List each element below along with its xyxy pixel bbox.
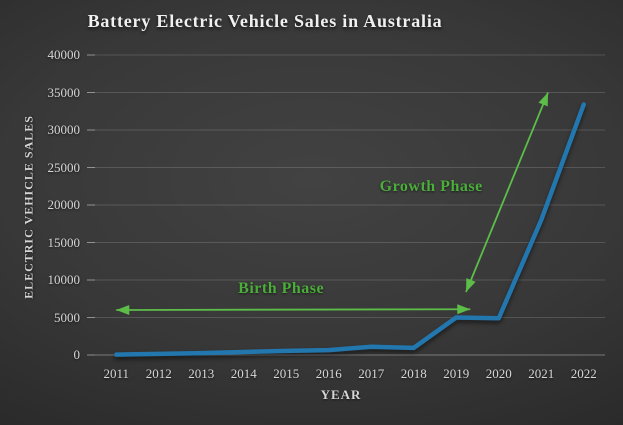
- x-tick-label: 2014: [230, 366, 257, 381]
- y-tick-label: 30000: [47, 122, 81, 137]
- x-tick-label: 2013: [188, 366, 215, 381]
- y-tick-label: 40000: [47, 47, 81, 62]
- x-tick-label: 2011: [103, 366, 130, 381]
- x-tick-label: 2022: [570, 366, 597, 381]
- birth-phase-arrow: [116, 304, 471, 315]
- x-tick-label: 2019: [443, 366, 470, 381]
- x-tick-label: 2018: [400, 366, 427, 381]
- arrow-shaft: [465, 92, 549, 293]
- y-tick-label: 0: [73, 347, 81, 362]
- x-tick-label: 2016: [315, 366, 342, 381]
- x-tick-label: 2021: [528, 366, 555, 381]
- x-axis-title: YEAR: [320, 387, 362, 402]
- x-tick-label: 2017: [358, 366, 385, 381]
- y-tick-label: 35000: [47, 84, 81, 100]
- y-tick-label: 10000: [47, 272, 81, 287]
- y-tick-label: 20000: [47, 197, 81, 212]
- arrowhead: [116, 304, 130, 315]
- chart-title: Battery Electric Vehicle Sales in Austra…: [87, 11, 443, 31]
- annotation-growth-phase: Growth Phase: [379, 178, 483, 195]
- x-tick-label: 2020: [485, 366, 512, 381]
- gridlines: [95, 54, 605, 356]
- y-tick-marks: [87, 54, 95, 356]
- x-tick-label: 2015: [273, 366, 300, 381]
- y-tick-label: 25000: [47, 159, 81, 175]
- arrow-shaft: [116, 308, 471, 311]
- growth-phase-arrow: [465, 92, 549, 293]
- y-tick-label: 5000: [54, 309, 80, 325]
- x-tick-label: 2012: [145, 366, 172, 381]
- arrowhead: [538, 92, 549, 107]
- sales-line-series: [114, 102, 586, 357]
- arrowhead: [457, 304, 471, 315]
- annotation-birth-phase: Birth Phase: [238, 280, 325, 297]
- y-tick-label: 15000: [47, 234, 81, 250]
- arrowhead: [466, 278, 476, 292]
